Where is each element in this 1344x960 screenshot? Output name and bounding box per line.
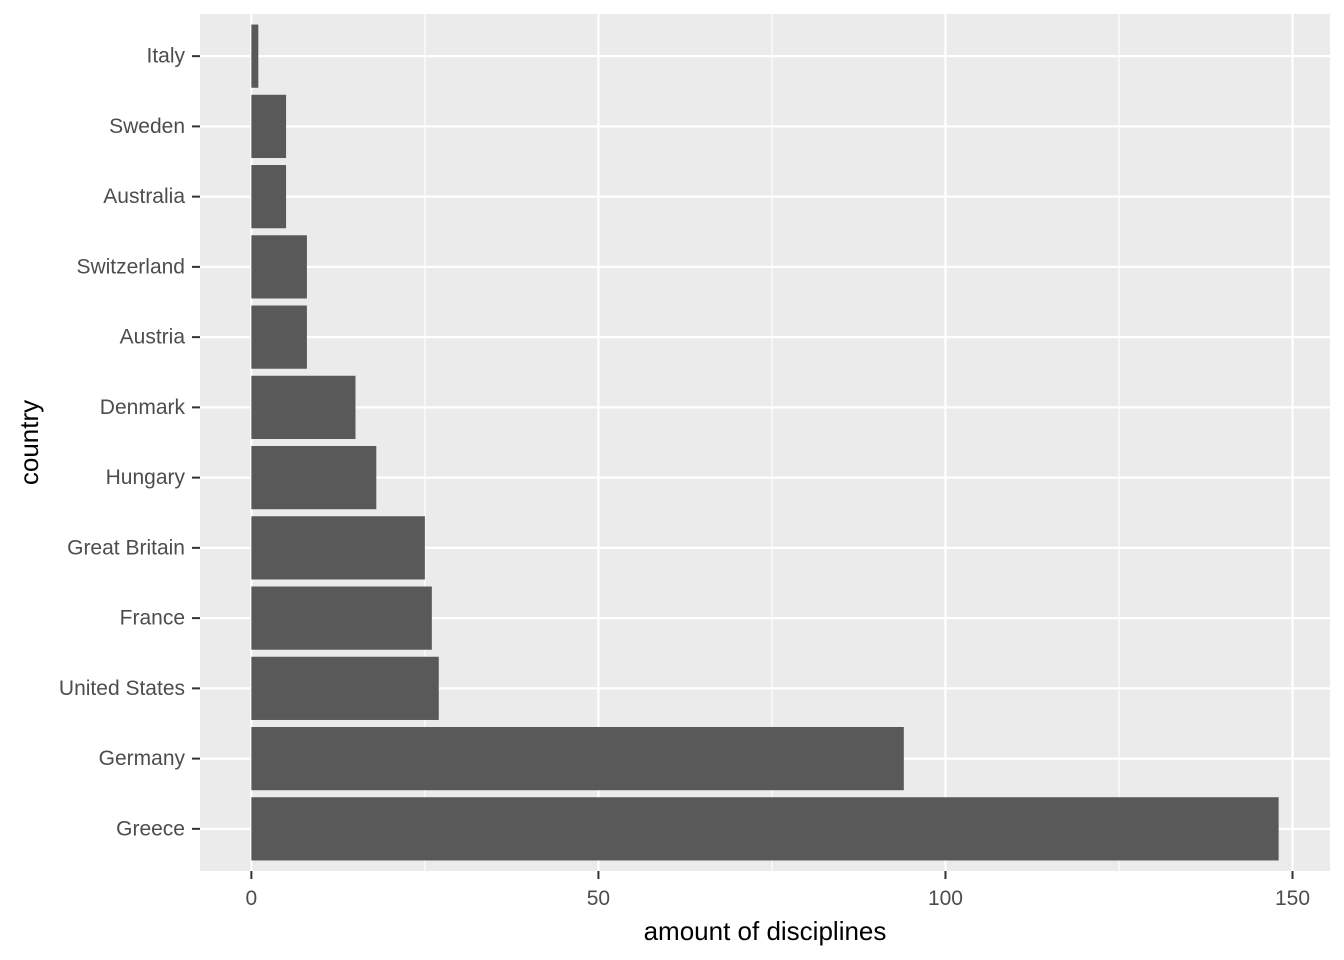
y-tick-label: United States <box>59 677 185 700</box>
y-tick-label: Hungary <box>106 466 186 489</box>
x-tick-label: 100 <box>928 887 963 910</box>
bar-france <box>251 586 432 650</box>
y-tick-label: Germany <box>99 747 186 770</box>
y-tick-label: Italy <box>146 45 185 68</box>
bar-switzerland <box>251 235 307 299</box>
bar-australia <box>251 165 287 229</box>
y-axis-title: country <box>14 400 44 485</box>
bar-austria <box>251 305 307 369</box>
y-tick-label: Sweden <box>109 115 185 138</box>
x-axis-title: amount of disciplines <box>644 916 887 946</box>
y-tick-label: Denmark <box>100 396 186 419</box>
y-tick-label: France <box>120 607 185 630</box>
bar-hungary <box>251 446 377 510</box>
bar-united-states <box>251 656 439 720</box>
bars <box>251 24 1279 861</box>
y-tick-label: Switzerland <box>76 255 185 278</box>
bar-sweden <box>251 94 287 159</box>
x-axis: 0 50 100 150 <box>246 871 1310 910</box>
bar-great-britain <box>251 516 425 580</box>
x-tick-label: 0 <box>246 887 258 910</box>
y-tick-label: Greece <box>116 817 185 840</box>
bar-germany <box>251 726 904 791</box>
bar-greece <box>251 797 1279 861</box>
y-tick-label: Austria <box>120 326 186 349</box>
x-tick-label: 150 <box>1275 887 1310 910</box>
x-tick-label: 50 <box>587 887 610 910</box>
y-axis: Greece Germany United States France Great Br… <box>59 45 200 840</box>
bar-italy <box>251 24 259 88</box>
y-tick-label: Australia <box>103 185 185 208</box>
bar-denmark <box>251 375 356 439</box>
y-tick-label: Great Britain <box>67 536 185 559</box>
